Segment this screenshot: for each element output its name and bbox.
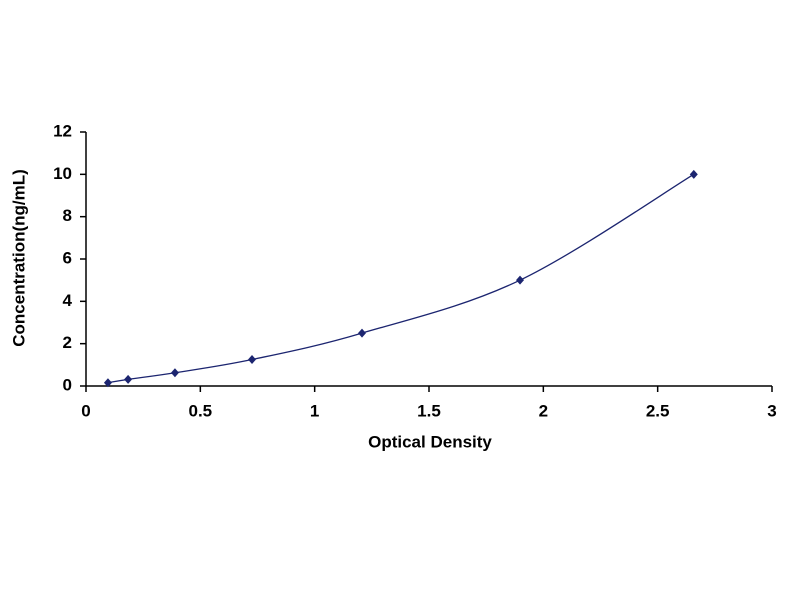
x-tick-label: 0.5: [189, 401, 213, 420]
x-axis-title: Optical Density: [368, 432, 492, 451]
x-tick-label: 1: [310, 401, 319, 420]
x-tick-label: 1.5: [417, 401, 441, 420]
data-point: [516, 275, 525, 285]
y-axis-title: Concentration(ng/mL): [9, 169, 28, 347]
y-tick-label: 12: [53, 121, 72, 140]
data-point: [358, 328, 367, 338]
y-tick-label: 10: [53, 164, 72, 183]
y-tick-label: 4: [63, 291, 73, 310]
data-point: [103, 378, 112, 388]
fit-curve: [107, 173, 695, 384]
x-tick-label: 2: [539, 401, 548, 420]
x-tick-label: 0: [81, 401, 90, 420]
y-tick-label: 0: [63, 375, 72, 394]
x-tick-label: 2.5: [646, 401, 670, 420]
data-point: [124, 374, 133, 384]
data-point: [689, 169, 698, 179]
x-tick-label: 3: [767, 401, 776, 420]
y-tick-label: 6: [63, 248, 72, 267]
data-point: [248, 355, 257, 365]
y-tick-label: 8: [63, 206, 72, 225]
y-tick-label: 2: [63, 333, 72, 352]
data-point: [170, 368, 179, 378]
